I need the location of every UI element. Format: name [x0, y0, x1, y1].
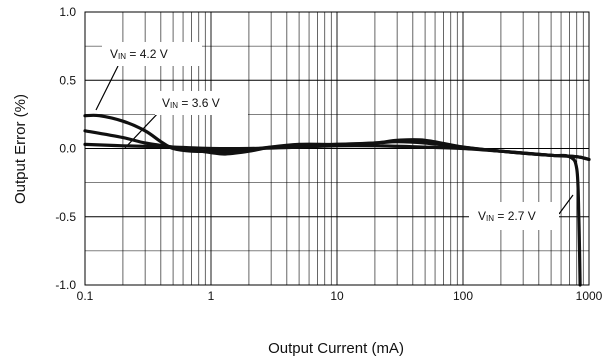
x-tick-label: 10 — [330, 289, 344, 303]
x-tick-label: 1 — [208, 289, 215, 303]
x-tick-label: 0.1 — [77, 289, 94, 303]
annotation-vin-2-7-box — [469, 202, 559, 230]
x-axis-title: Output Current (mA) — [268, 340, 404, 357]
annotation-vin-2-7-leader — [558, 194, 574, 215]
y-tick-label: -0.5 — [55, 210, 76, 224]
y-tick-label: -1.0 — [55, 278, 76, 292]
y-tick-label: 0.5 — [59, 73, 76, 87]
plot-frame — [84, 11, 590, 286]
annotation-vin-4-2-label: VIN = 4.2 V — [110, 47, 168, 61]
annotation-vin-3-6-label: VIN = 3.6 V — [162, 96, 220, 110]
series-vin-2-7-line — [83, 142, 582, 287]
annotation-layer: VIN = 4.2 V VIN = 3.6 V VIN = 2.7 V — [95, 42, 574, 230]
annotation-vin-2-7-label: VIN = 2.7 V — [478, 209, 536, 223]
x-tick-label: 1000 — [576, 289, 603, 303]
y-axis-title: Output Error (%) — [12, 94, 29, 204]
y-tick-label: 0.0 — [59, 142, 76, 156]
annotation-vin-4-2-box — [102, 42, 202, 66]
y-tick-label: 1.0 — [59, 5, 76, 19]
series-layer — [83, 113, 591, 287]
x-tick-label: 100 — [453, 289, 473, 303]
annotation-vin-4-2-leader — [95, 65, 119, 111]
annotation-vin-3-6-box — [155, 91, 248, 115]
tick-label-layer: 0.1 1 10 100 1000 1.0 0.5 0.0 -0.5 -1.0 — [55, 5, 602, 303]
